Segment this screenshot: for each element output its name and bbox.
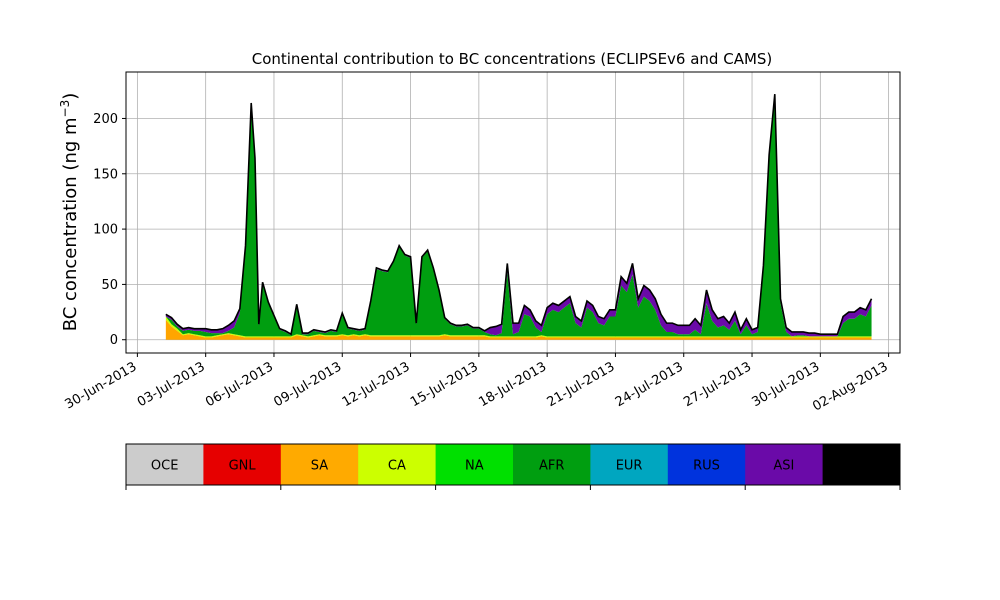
legend-swatch-rus — [667, 444, 746, 485]
legend-label-rus: RUS — [693, 459, 720, 474]
legend: OCE GNL SA CA NA AFR EUR RUS ASI AUS — [125, 443, 901, 490]
legend-label-afr: AFR — [539, 459, 564, 474]
legend-swatch-oce — [126, 444, 204, 485]
x-tick-label: 09-Jul-2013 — [271, 359, 344, 410]
y-tick-label: 100 — [93, 223, 118, 238]
legend-swatch-asi — [745, 444, 824, 485]
x-tick-label: 18-Jul-2013 — [476, 359, 549, 410]
legend-label-aus: AUS — [848, 459, 875, 474]
legend-label-eur: EUR — [616, 459, 643, 474]
x-tick-label: 03-Jul-2013 — [135, 359, 208, 410]
x-tick-label: 27-Jul-2013 — [681, 359, 754, 410]
legend-label-sa: SA — [311, 459, 328, 474]
legend-label-asi: ASI — [773, 459, 794, 474]
x-tick-label: 06-Jul-2013 — [203, 359, 276, 410]
legend-label-gnl: GNL — [229, 459, 257, 474]
chart-title: Continental contribution to BC concentra… — [252, 50, 773, 68]
legend-swatch-na — [435, 444, 514, 485]
y-tick-label: 0 — [110, 333, 118, 348]
legend-swatch-sa — [280, 444, 359, 485]
legend-label-oce: OCE — [151, 459, 179, 474]
plot-frame — [125, 71, 901, 354]
x-tick-label: 12-Jul-2013 — [340, 359, 413, 410]
y-tick-label: 50 — [101, 278, 118, 293]
area-sa — [165, 319, 872, 340]
y-axis-label: BC concentration (ng m−3) — [58, 93, 81, 332]
y-tick-label: 200 — [93, 112, 118, 127]
legend-swatch-afr — [513, 444, 591, 485]
legend-frame — [125, 443, 901, 486]
y-tick-label: 150 — [93, 167, 118, 182]
x-tick-label: 15-Jul-2013 — [408, 359, 481, 410]
x-tick-label: 30-Jun-2013 — [63, 359, 140, 412]
stacked-areas — [165, 94, 872, 340]
legend-label-ca: CA — [388, 459, 406, 474]
area-ca — [165, 316, 872, 338]
legend-swatch-aus — [822, 444, 901, 485]
x-tick-label: 24-Jul-2013 — [613, 359, 686, 410]
total-line-group — [165, 94, 873, 336]
x-axis: 30-Jun-201303-Jul-201306-Jul-201309-Jul-… — [63, 353, 891, 415]
x-tick-label: 21-Jul-2013 — [545, 359, 618, 410]
legend-swatch-gnl — [203, 444, 282, 485]
total-line — [165, 94, 873, 336]
legend-swatch-eur — [590, 444, 669, 485]
legend-swatch-ca — [358, 444, 437, 485]
legend-label-na: NA — [465, 459, 484, 474]
x-tick-label: 02-Aug-2013 — [810, 359, 890, 414]
y-axis: 0 50 100 150 200 — [93, 112, 126, 348]
